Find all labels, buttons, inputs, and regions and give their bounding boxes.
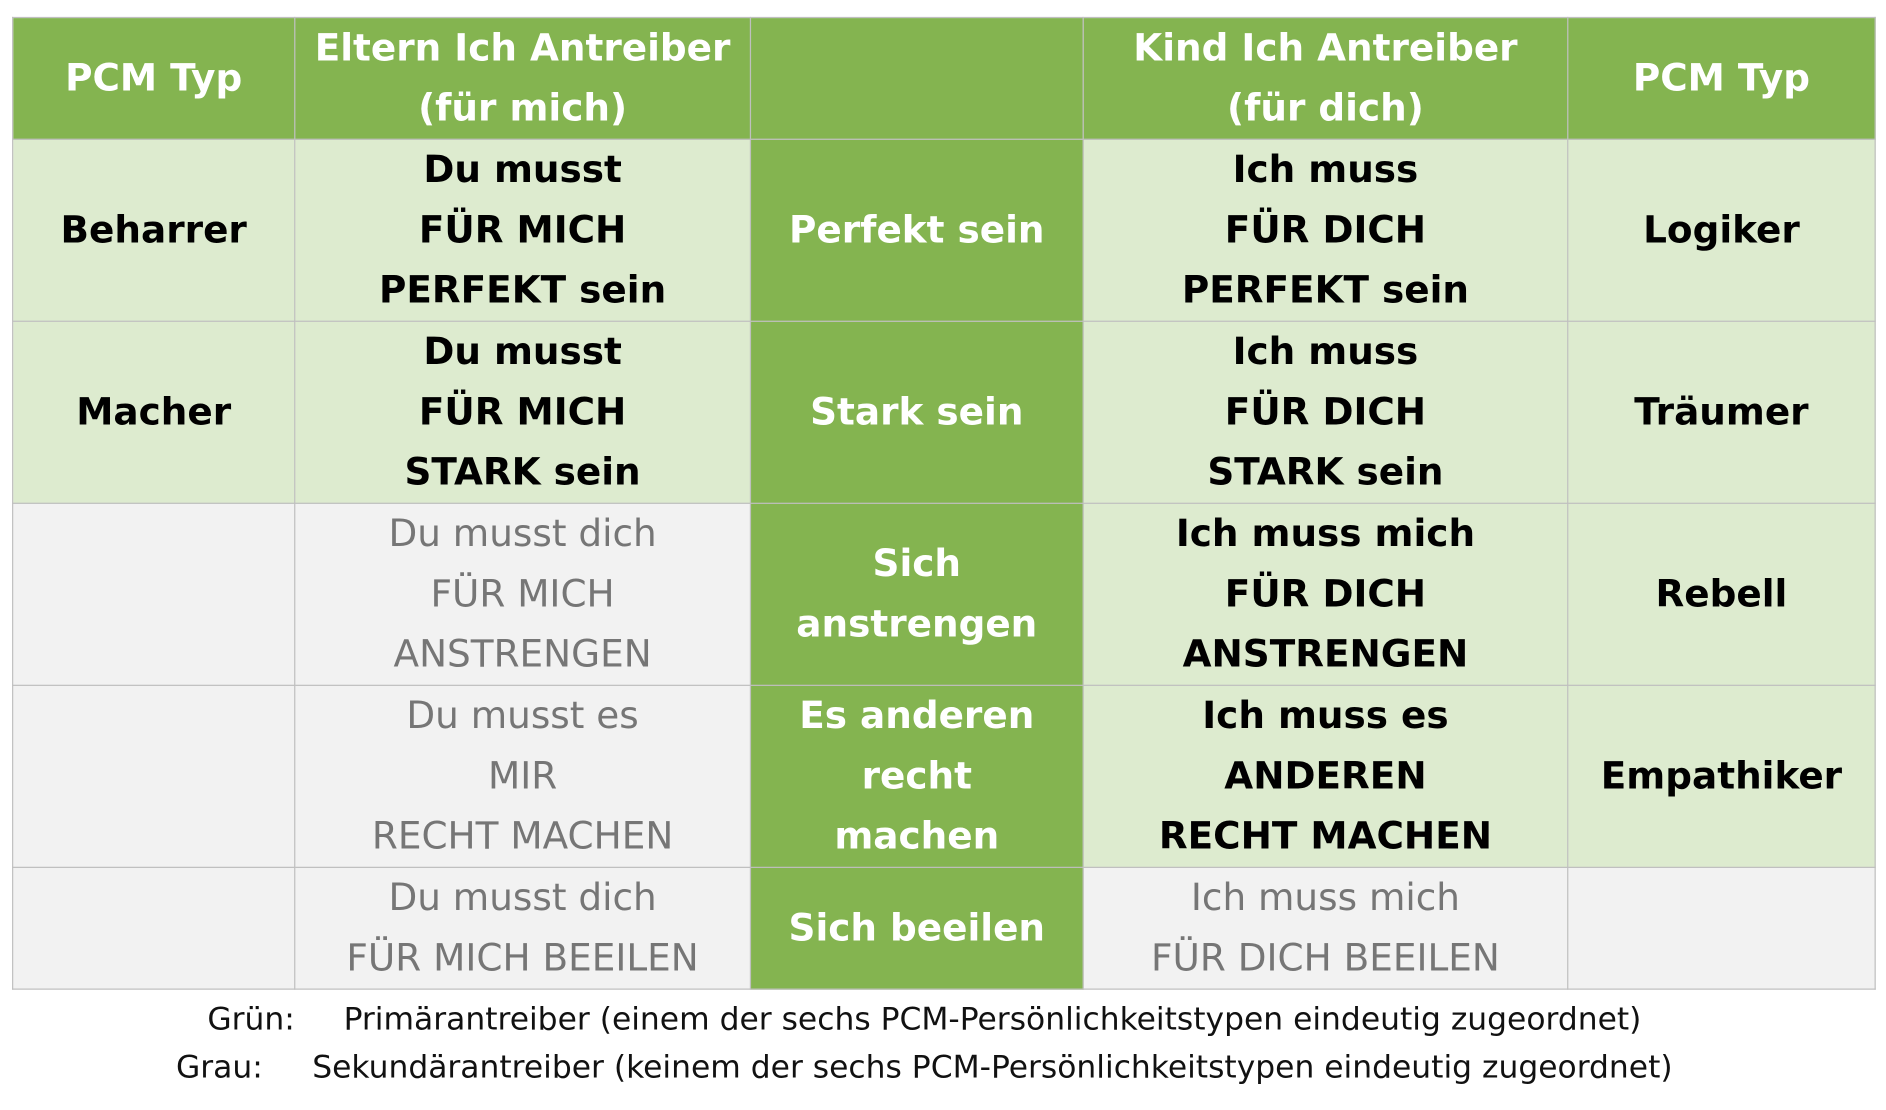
legend-key-grau: Grau: xyxy=(176,1049,263,1087)
driver-cell: Sich beeilen xyxy=(749,866,1084,990)
pcm-type-right-cell: Träumer xyxy=(1567,320,1876,504)
parent-driver-cell: Du musst es MIR RECHT MACHEN xyxy=(294,684,752,868)
child-driver-cell: Ich muss es ANDEREN RECHT MACHEN xyxy=(1082,684,1569,868)
parent-driver-cell: Du musst FÜR MICH PERFEKT sein xyxy=(294,138,752,322)
driver-cell: Sich anstrengen xyxy=(749,502,1084,686)
legend-text-secondary: Sekundärantreiber (keinem der sechs PCM-… xyxy=(312,1049,1673,1087)
parent-driver-cell: Du musst dich FÜR MICH BEEILEN xyxy=(294,866,752,990)
table-row: Du musst dich FÜR MICH ANSTRENGEN Sich a… xyxy=(12,502,1876,686)
driver-cell: Stark sein xyxy=(749,320,1084,504)
table-row: Du musst es MIR RECHT MACHEN Es anderen … xyxy=(12,684,1876,868)
child-driver-cell: Ich muss mich FÜR DICH ANSTRENGEN xyxy=(1082,502,1569,686)
driver-cell: Es anderen recht machen xyxy=(749,684,1084,868)
pcm-type-right-cell: Rebell xyxy=(1567,502,1876,686)
table-row: Du musst dich FÜR MICH BEEILEN Sich beei… xyxy=(12,866,1876,990)
pcm-type-right-cell xyxy=(1567,866,1876,990)
header-pcm-typ-left: PCM Typ xyxy=(12,16,296,140)
pcm-type-left-cell xyxy=(12,684,296,868)
header-row: PCM Typ Eltern Ich Antreiber (für mich) … xyxy=(12,16,1876,140)
legend-key-gruen: Grün: xyxy=(207,1001,295,1038)
table-row: Macher Du musst FÜR MICH STARK sein Star… xyxy=(12,320,1876,504)
parent-driver-cell: Du musst FÜR MICH STARK sein xyxy=(294,320,752,504)
child-driver-cell: Ich muss mich FÜR DICH BEEILEN xyxy=(1082,866,1569,990)
parent-driver-cell: Du musst dich FÜR MICH ANSTRENGEN xyxy=(294,502,752,686)
table-row: Beharrer Du musst FÜR MICH PERFEKT sein … xyxy=(12,138,1876,322)
legend-text-primary: Primärantreiber (einem der sechs PCM-Per… xyxy=(343,1001,1642,1038)
child-driver-cell: Ich muss FÜR DICH PERFEKT sein xyxy=(1082,138,1569,322)
header-eltern-ich: Eltern Ich Antreiber (für mich) xyxy=(294,16,752,140)
pcm-type-left-cell xyxy=(12,502,296,686)
header-pcm-typ-right: PCM Typ xyxy=(1567,16,1876,140)
child-driver-cell: Ich muss FÜR DICH STARK sein xyxy=(1082,320,1569,504)
header-kind-ich: Kind Ich Antreiber (für dich) xyxy=(1082,16,1569,140)
driver-cell: Perfekt sein xyxy=(749,138,1084,322)
pcm-type-right-cell: Logiker xyxy=(1567,138,1876,322)
pcm-type-right-cell: Empathiker xyxy=(1567,684,1876,868)
pcm-type-left-cell: Macher xyxy=(12,320,296,504)
header-driver xyxy=(749,16,1084,140)
pcm-driver-table: PCM Typ Eltern Ich Antreiber (für mich) … xyxy=(12,16,1876,990)
pcm-type-left-cell xyxy=(12,866,296,990)
pcm-type-left-cell: Beharrer xyxy=(12,138,296,322)
